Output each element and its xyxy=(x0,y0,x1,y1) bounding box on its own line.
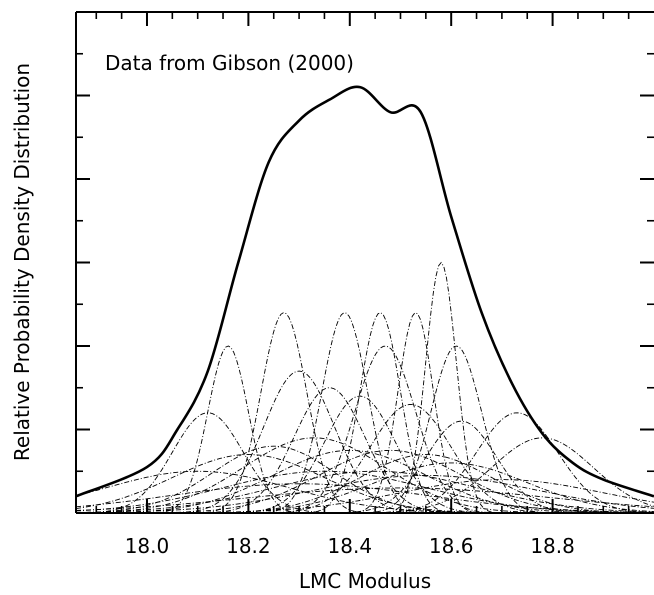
component-curve-18 xyxy=(76,449,654,513)
component-curve-29 xyxy=(76,487,654,511)
component-curve-2 xyxy=(76,312,654,513)
component-curve-14 xyxy=(76,412,654,513)
component-curve-28 xyxy=(76,483,654,513)
total-curve-group xyxy=(76,85,654,498)
x-tick-label-4: 18.8 xyxy=(530,534,575,558)
component-curve-5 xyxy=(76,261,654,513)
component-curve-24 xyxy=(76,470,654,513)
total-probability-curve xyxy=(76,85,654,498)
x-tick-label-0: 18.0 xyxy=(125,534,170,558)
component-curve-26 xyxy=(76,474,654,513)
x-tick-label-3: 18.6 xyxy=(429,534,474,558)
component-curve-22 xyxy=(76,454,654,513)
component-curve-11 xyxy=(76,395,654,513)
component-curve-4 xyxy=(76,312,654,513)
component-curve-10 xyxy=(76,387,654,513)
component-curve-0 xyxy=(76,345,654,513)
component-curve-27 xyxy=(76,479,654,513)
component-curve-6 xyxy=(76,345,654,513)
component-curve-25 xyxy=(76,470,654,513)
component-curve-12 xyxy=(76,404,654,513)
component-curve-20 xyxy=(76,454,654,513)
x-axis-label: LMC Modulus xyxy=(299,569,431,593)
x-tick-label-2: 18.4 xyxy=(328,534,373,558)
component-curve-8 xyxy=(76,412,654,513)
y-axis-label: Relative Probability Density Distributio… xyxy=(10,63,34,461)
component-curve-21 xyxy=(76,462,654,513)
component-curve-7 xyxy=(76,345,654,513)
component-curve-3 xyxy=(76,312,654,513)
x-tick-labels: 18.0 18.2 18.4 18.6 18.8 xyxy=(125,534,575,558)
component-curve-1 xyxy=(76,312,654,513)
component-curve-15 xyxy=(76,437,654,513)
annotation-text: Data from Gibson (2000) xyxy=(105,51,354,75)
component-curve-9 xyxy=(76,370,654,513)
x-tick-label-1: 18.2 xyxy=(226,534,271,558)
axis-ticks xyxy=(76,12,654,513)
component-curve-13 xyxy=(76,420,654,513)
component-curves xyxy=(76,261,654,513)
component-curve-16 xyxy=(76,445,654,513)
